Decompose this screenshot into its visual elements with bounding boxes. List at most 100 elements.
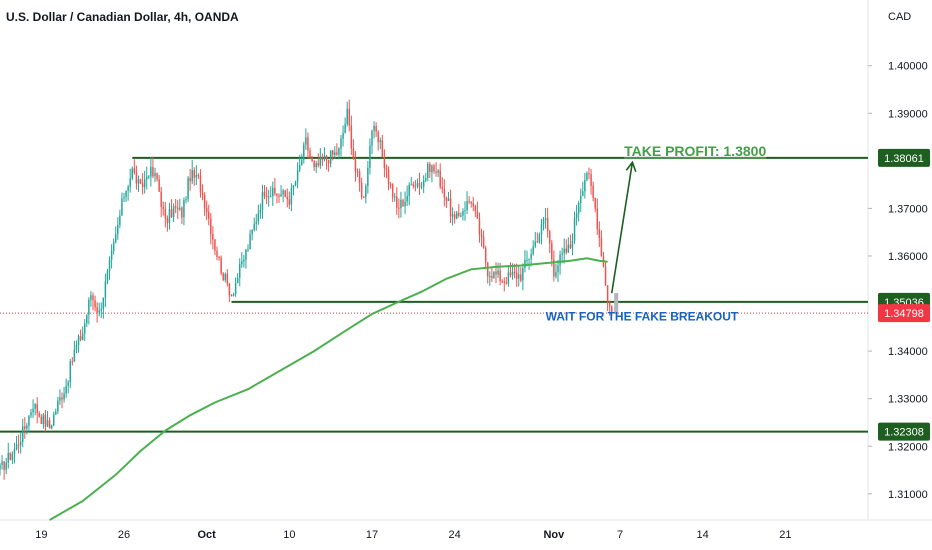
candle-body (7, 452, 10, 463)
candle-body (540, 223, 543, 235)
candle-body (241, 261, 243, 265)
candle-body (150, 166, 152, 177)
candle-body (311, 156, 313, 162)
candle-body (75, 345, 78, 350)
candle-body (427, 163, 429, 179)
fake-breakout-annotation[interactable]: WAIT FOR THE FAKE BREAKOUT (546, 310, 739, 324)
candle-body (338, 148, 340, 155)
annotations[interactable]: TAKE PROFIT: 1.3800 WAIT FOR THE FAKE BRE… (546, 143, 767, 324)
candle-body (441, 186, 444, 189)
candle-body (79, 336, 82, 340)
candle-body (280, 194, 282, 197)
candle-body (418, 183, 421, 188)
candle-body (522, 268, 524, 281)
candle-body (44, 415, 47, 427)
candle-body (348, 108, 351, 126)
candle-body (486, 262, 489, 277)
candle-body (342, 132, 344, 139)
candle-body (412, 184, 415, 187)
candle-body (573, 218, 576, 241)
candle-body (36, 404, 38, 414)
candle-body (67, 382, 69, 386)
candle-body (259, 209, 262, 214)
y-tick-label: 1.34000 (888, 346, 928, 358)
candle-body (104, 281, 107, 298)
candle-body (71, 361, 74, 363)
candle-body (352, 148, 355, 159)
candle-body (489, 275, 491, 277)
candle-body (199, 175, 202, 193)
candle-body (371, 130, 373, 146)
candle-body (513, 271, 516, 273)
candle-body (69, 361, 72, 383)
candle-body (344, 124, 346, 133)
candle-body (548, 231, 551, 244)
candle-body (94, 300, 96, 308)
candle-body (272, 187, 274, 197)
candle-body (9, 452, 12, 460)
candle-body (520, 274, 522, 281)
candle-body (102, 297, 105, 310)
candle-body (176, 207, 179, 210)
y-tick-label: 1.33000 (888, 394, 928, 406)
candle-body (377, 131, 379, 143)
candle-body (245, 249, 247, 260)
candle-body (288, 199, 291, 205)
candle-body (15, 444, 18, 450)
candle-body (350, 125, 353, 149)
candle-body (220, 257, 222, 274)
candle-body (422, 180, 425, 187)
arrow-head[interactable] (625, 160, 637, 172)
candle-body (458, 212, 460, 216)
candle-body (551, 243, 553, 260)
candle-body (408, 184, 410, 196)
y-tick-label: 1.31000 (888, 489, 928, 501)
candle-body (274, 187, 276, 194)
candle-body (464, 210, 466, 212)
candle-body (536, 241, 539, 243)
candle-body (474, 206, 477, 212)
candlesticks (0, 99, 613, 480)
candle-body (263, 192, 266, 196)
candle-body (445, 197, 448, 202)
x-axis[interactable]: 19 26 Oct 10 17 24 Nov 7 14 21 (35, 529, 791, 541)
candle-body (100, 309, 103, 311)
candle-body (402, 199, 404, 207)
candle-body (230, 295, 233, 297)
candle-body (472, 203, 475, 207)
candle-body (166, 218, 169, 223)
x-tick-label: 19 (35, 529, 47, 541)
candle-body (528, 258, 530, 260)
candle-body (511, 271, 514, 276)
candle-body (443, 188, 446, 198)
candle-body (325, 155, 328, 160)
candle-body (582, 191, 584, 196)
take-profit-annotation[interactable]: TAKE PROFIT: 1.3800 (624, 143, 766, 159)
candle-body (158, 179, 160, 192)
candle-body (431, 165, 433, 173)
candle-body (596, 208, 599, 230)
x-tick-label: 7 (617, 529, 623, 541)
y-axis[interactable]: 1.40000 1.39000 1.37000 1.36000 1.34000 1.330… (868, 61, 928, 501)
candle-body (195, 174, 198, 178)
candle-body (321, 157, 324, 160)
candle-body (313, 161, 315, 168)
candle-body (354, 158, 357, 172)
arrow-shaft[interactable] (610, 162, 634, 294)
candle-body (387, 170, 390, 185)
moving-average-line (49, 257, 608, 521)
candle-body (319, 157, 322, 166)
candle-body (125, 190, 127, 198)
candle-body (249, 234, 251, 250)
candle-body (501, 281, 503, 283)
candle-body (26, 425, 28, 429)
candle-body (495, 271, 497, 275)
candle-body (594, 198, 596, 209)
candle-body (331, 150, 334, 155)
candle-body (162, 206, 165, 209)
candle-body (92, 295, 94, 301)
candle-body (505, 282, 508, 284)
